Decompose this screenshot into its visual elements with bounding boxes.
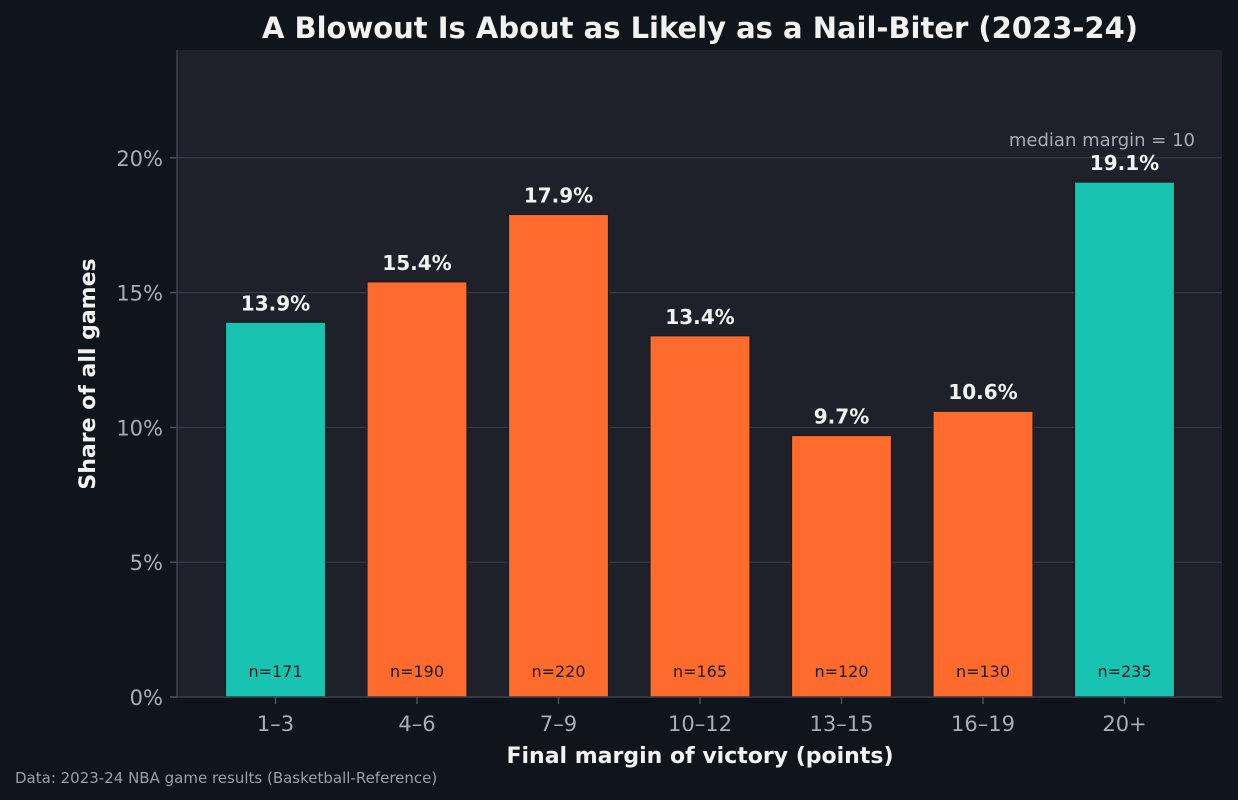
x-tick-label: 13–15 [810, 712, 874, 736]
count-label: n=130 [956, 662, 1010, 681]
count-label: n=220 [531, 662, 585, 681]
data-label: 13.9% [241, 291, 310, 315]
x-tick-label: 20+ [1102, 712, 1146, 736]
count-label: n=165 [673, 662, 727, 681]
x-tick-label: 1–3 [257, 712, 294, 736]
bar [224, 321, 327, 698]
bar [1073, 181, 1176, 698]
bar [790, 434, 893, 698]
count-label: n=235 [1097, 662, 1151, 681]
x-tick-label: 16–19 [951, 712, 1015, 736]
data-label: 19.1% [1090, 151, 1159, 175]
median-annotation: median margin = 10 [1009, 130, 1195, 151]
y-tick-label: 5% [130, 551, 163, 575]
data-label: 9.7% [814, 405, 869, 429]
data-label: 10.6% [948, 380, 1017, 404]
source-note: Data: 2023-24 NBA game results (Basketba… [15, 769, 437, 787]
count-label: n=120 [814, 662, 868, 681]
y-tick-label: 10% [116, 416, 163, 440]
bar [932, 410, 1034, 698]
bar [366, 281, 468, 698]
bars [224, 181, 1176, 698]
data-label: 15.4% [382, 251, 451, 275]
x-tick-label: 7–9 [540, 712, 577, 736]
axes: 0% 5% 10% 15% 20% 1–3 4–6 7–9 10–12 13–15 16–19 20+ [116, 50, 1222, 736]
y-tick-label: 0% [130, 686, 163, 710]
x-axis-label: Final margin of victory (points) [506, 744, 893, 769]
data-label: 13.4% [665, 305, 734, 329]
chart-title: A Blowout Is About as Likely as a Nail-B… [262, 11, 1138, 45]
y-axis-label: Share of all games [76, 258, 101, 489]
y-tick-label: 20% [116, 147, 163, 171]
x-tick-label: 4–6 [398, 712, 435, 736]
x-tick-label: 10–12 [668, 712, 732, 736]
y-tick-label: 15% [116, 282, 163, 306]
bar [507, 213, 610, 698]
labels: 13.9% n=171 15.4% n=190 17.9% n=220 13.4% n=165… [241, 151, 1159, 681]
count-label: n=190 [390, 662, 444, 681]
data-label: 17.9% [524, 183, 593, 207]
count-label: n=171 [248, 662, 302, 681]
bar [649, 335, 751, 698]
